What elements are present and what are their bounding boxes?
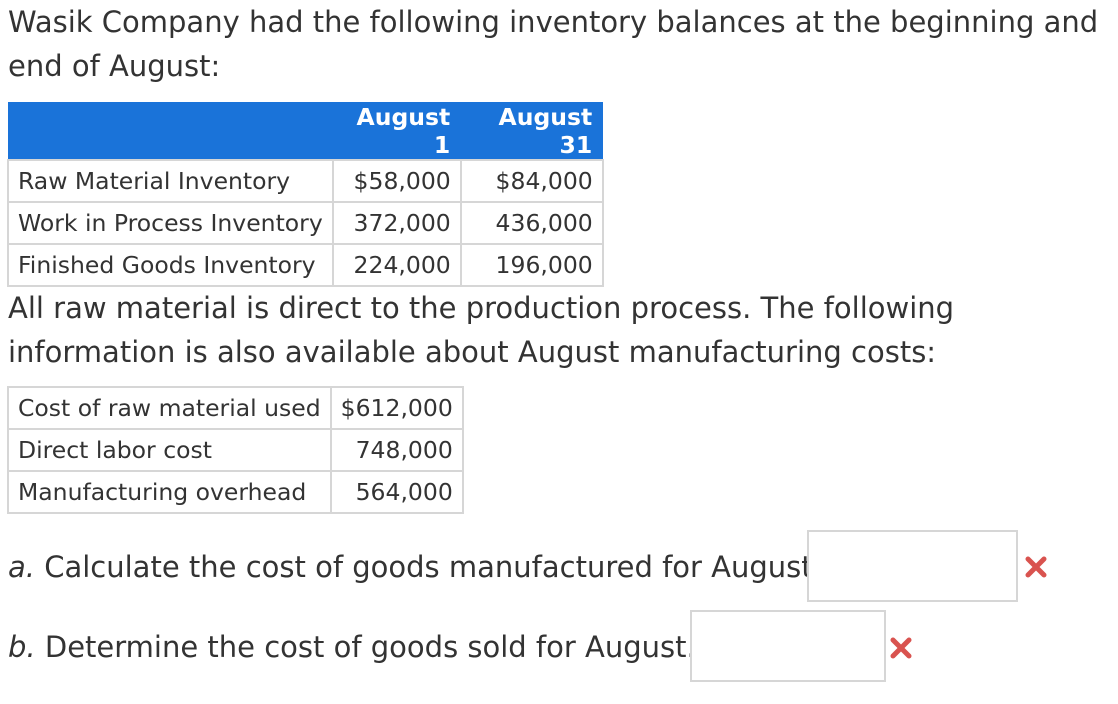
row-label: Cost of raw material used bbox=[7, 386, 332, 430]
answer-a-input[interactable] bbox=[807, 530, 1018, 602]
inventory-header-aug1: August 1 bbox=[332, 102, 462, 161]
table-row: Work in Process Inventory 372,000 436,00… bbox=[7, 201, 604, 245]
inventory-header-row: August 1 August 31 bbox=[7, 102, 604, 161]
question-b-text: Determine the cost of goods sold for Aug… bbox=[35, 630, 724, 664]
question-b-letter: b. bbox=[8, 630, 36, 664]
info-text: All raw material is direct to the produc… bbox=[8, 291, 955, 369]
inventory-header-aug31: August 31 bbox=[460, 102, 604, 161]
intro-text: Wasik Company had the following inventor… bbox=[8, 5, 1099, 83]
table-row: Finished Goods Inventory 224,000 196,000 bbox=[7, 243, 604, 287]
question-a-text: Calculate the cost of goods manufactured… bbox=[35, 550, 850, 584]
row-label: Finished Goods Inventory bbox=[7, 243, 334, 287]
question-b: b. Determine the cost of goods sold for … bbox=[8, 627, 723, 667]
cost-table: Cost of raw material used $612,000 Direc… bbox=[7, 386, 464, 514]
aug31-value: $84,000 bbox=[459, 159, 604, 203]
aug1-value: 224,000 bbox=[331, 243, 462, 287]
cost-value: $612,000 bbox=[329, 386, 464, 430]
table-row: Raw Material Inventory $58,000 $84,000 bbox=[7, 159, 604, 203]
aug1-value: 372,000 bbox=[331, 201, 462, 245]
question-a-letter: a. bbox=[8, 550, 35, 584]
table-row: Manufacturing overhead 564,000 bbox=[7, 470, 464, 514]
inventory-header-blank bbox=[7, 102, 334, 161]
cost-value: 748,000 bbox=[329, 428, 464, 472]
inventory-table: August 1 August 31 Raw Material Inventor… bbox=[7, 102, 604, 287]
aug31-value: 196,000 bbox=[459, 243, 604, 287]
table-row: Cost of raw material used $612,000 bbox=[7, 386, 464, 430]
row-label: Manufacturing overhead bbox=[7, 470, 332, 514]
cost-value: 564,000 bbox=[329, 470, 464, 514]
row-label: Work in Process Inventory bbox=[7, 201, 334, 245]
row-label: Direct labor cost bbox=[7, 428, 332, 472]
answer-b-input[interactable] bbox=[690, 610, 886, 682]
red-x-icon bbox=[1025, 556, 1047, 578]
aug1-value: $58,000 bbox=[331, 159, 462, 203]
aug31-value: 436,000 bbox=[459, 201, 604, 245]
table-row: Direct labor cost 748,000 bbox=[7, 428, 464, 472]
question-a: a. Calculate the cost of goods manufactu… bbox=[8, 547, 850, 587]
row-label: Raw Material Inventory bbox=[7, 159, 334, 203]
red-x-icon bbox=[890, 637, 912, 659]
